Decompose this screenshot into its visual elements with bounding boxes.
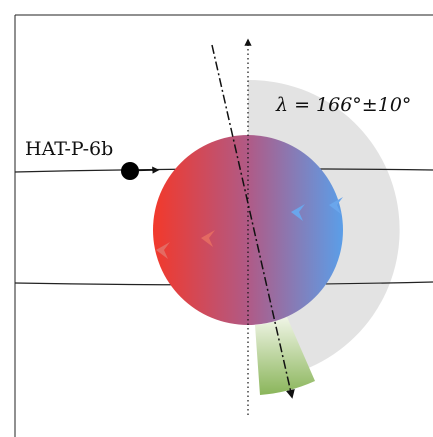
angle-label: λ = 166°±10° <box>275 94 411 116</box>
planet-arrow <box>139 170 158 171</box>
planet-label: HAT-P-6b <box>25 138 113 160</box>
planet <box>121 162 139 180</box>
diagram: HAT-P-6b λ = 166°±10° <box>0 0 433 437</box>
